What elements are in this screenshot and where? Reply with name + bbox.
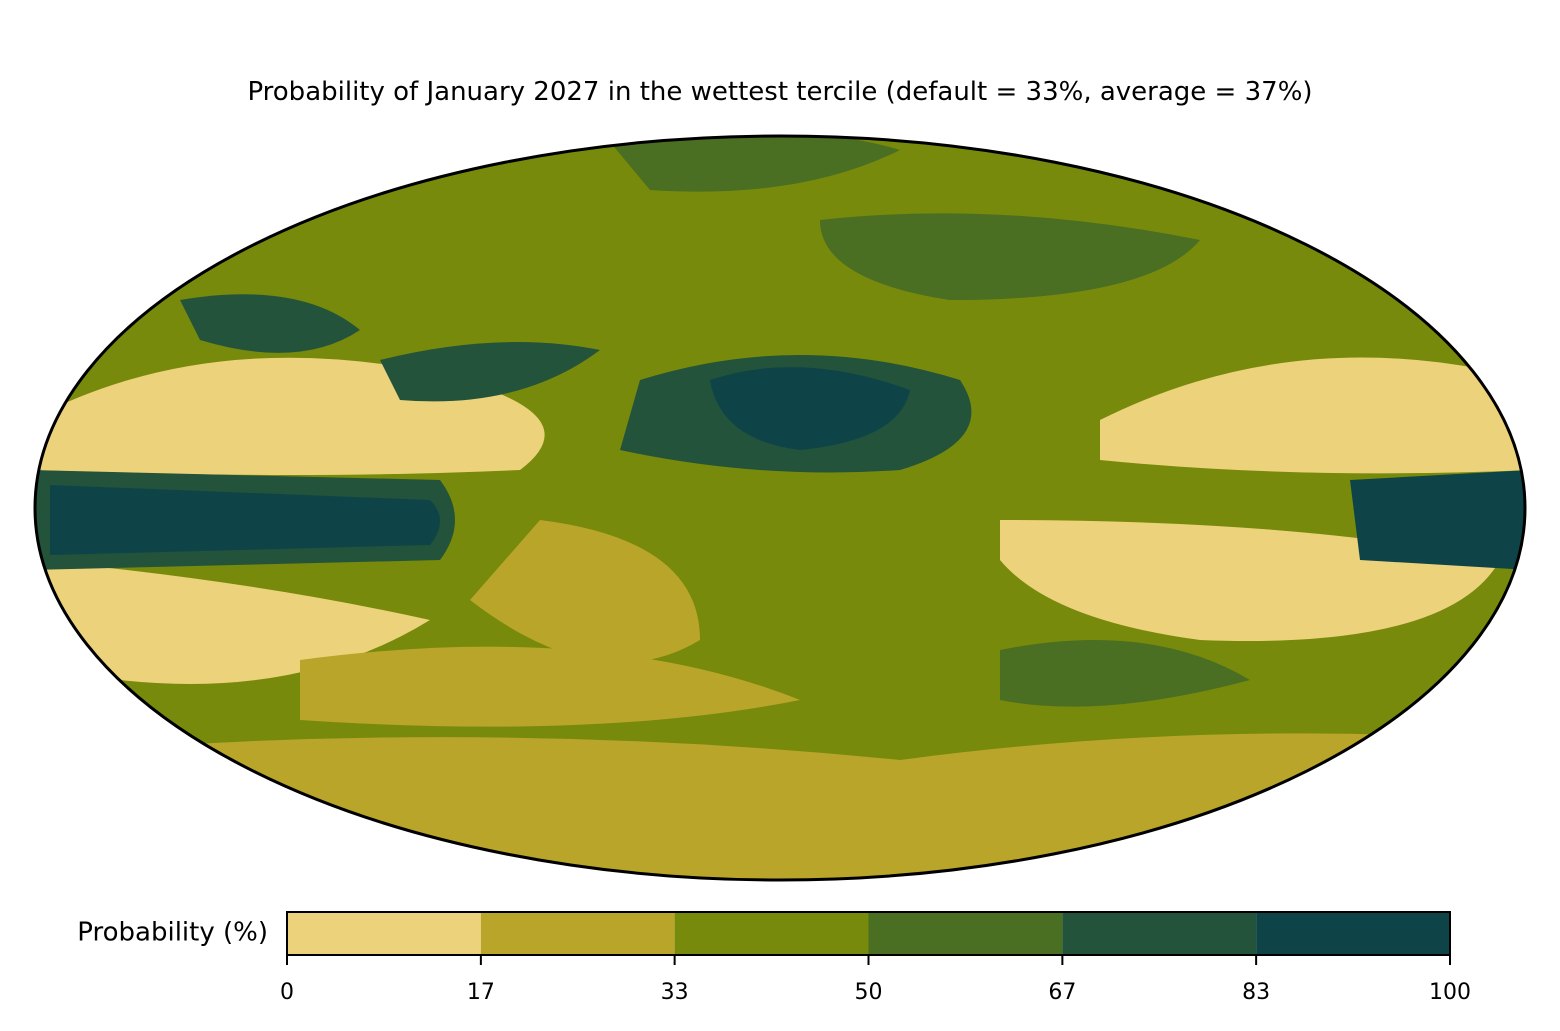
colorbar-tick-label: 67 xyxy=(1048,980,1076,1005)
map-field xyxy=(35,136,1525,880)
colorbar-segment xyxy=(480,912,675,955)
colorbar-segment xyxy=(1256,912,1450,955)
colorbar-tick-label: 0 xyxy=(280,980,294,1005)
colorbar-tick-label: 100 xyxy=(1429,980,1471,1005)
colorbar-tick-label: 50 xyxy=(855,980,883,1005)
colorbar-label: Probability (%) xyxy=(77,918,268,948)
colorbar-segment xyxy=(868,912,1063,955)
colorbar-segment xyxy=(674,912,869,955)
colorbar: 0 17 33 50 67 83 100 xyxy=(280,911,1471,1005)
colorbar-tick-label: 33 xyxy=(661,980,689,1005)
colorbar-tick-label: 17 xyxy=(467,980,495,1005)
map-title: Probability of January 2027 in the wette… xyxy=(247,77,1312,107)
colorbar-tick-label: 83 xyxy=(1242,980,1270,1005)
map-border xyxy=(33,134,1527,882)
colorbar-segment xyxy=(1062,912,1257,955)
colorbar-segment xyxy=(287,912,481,955)
